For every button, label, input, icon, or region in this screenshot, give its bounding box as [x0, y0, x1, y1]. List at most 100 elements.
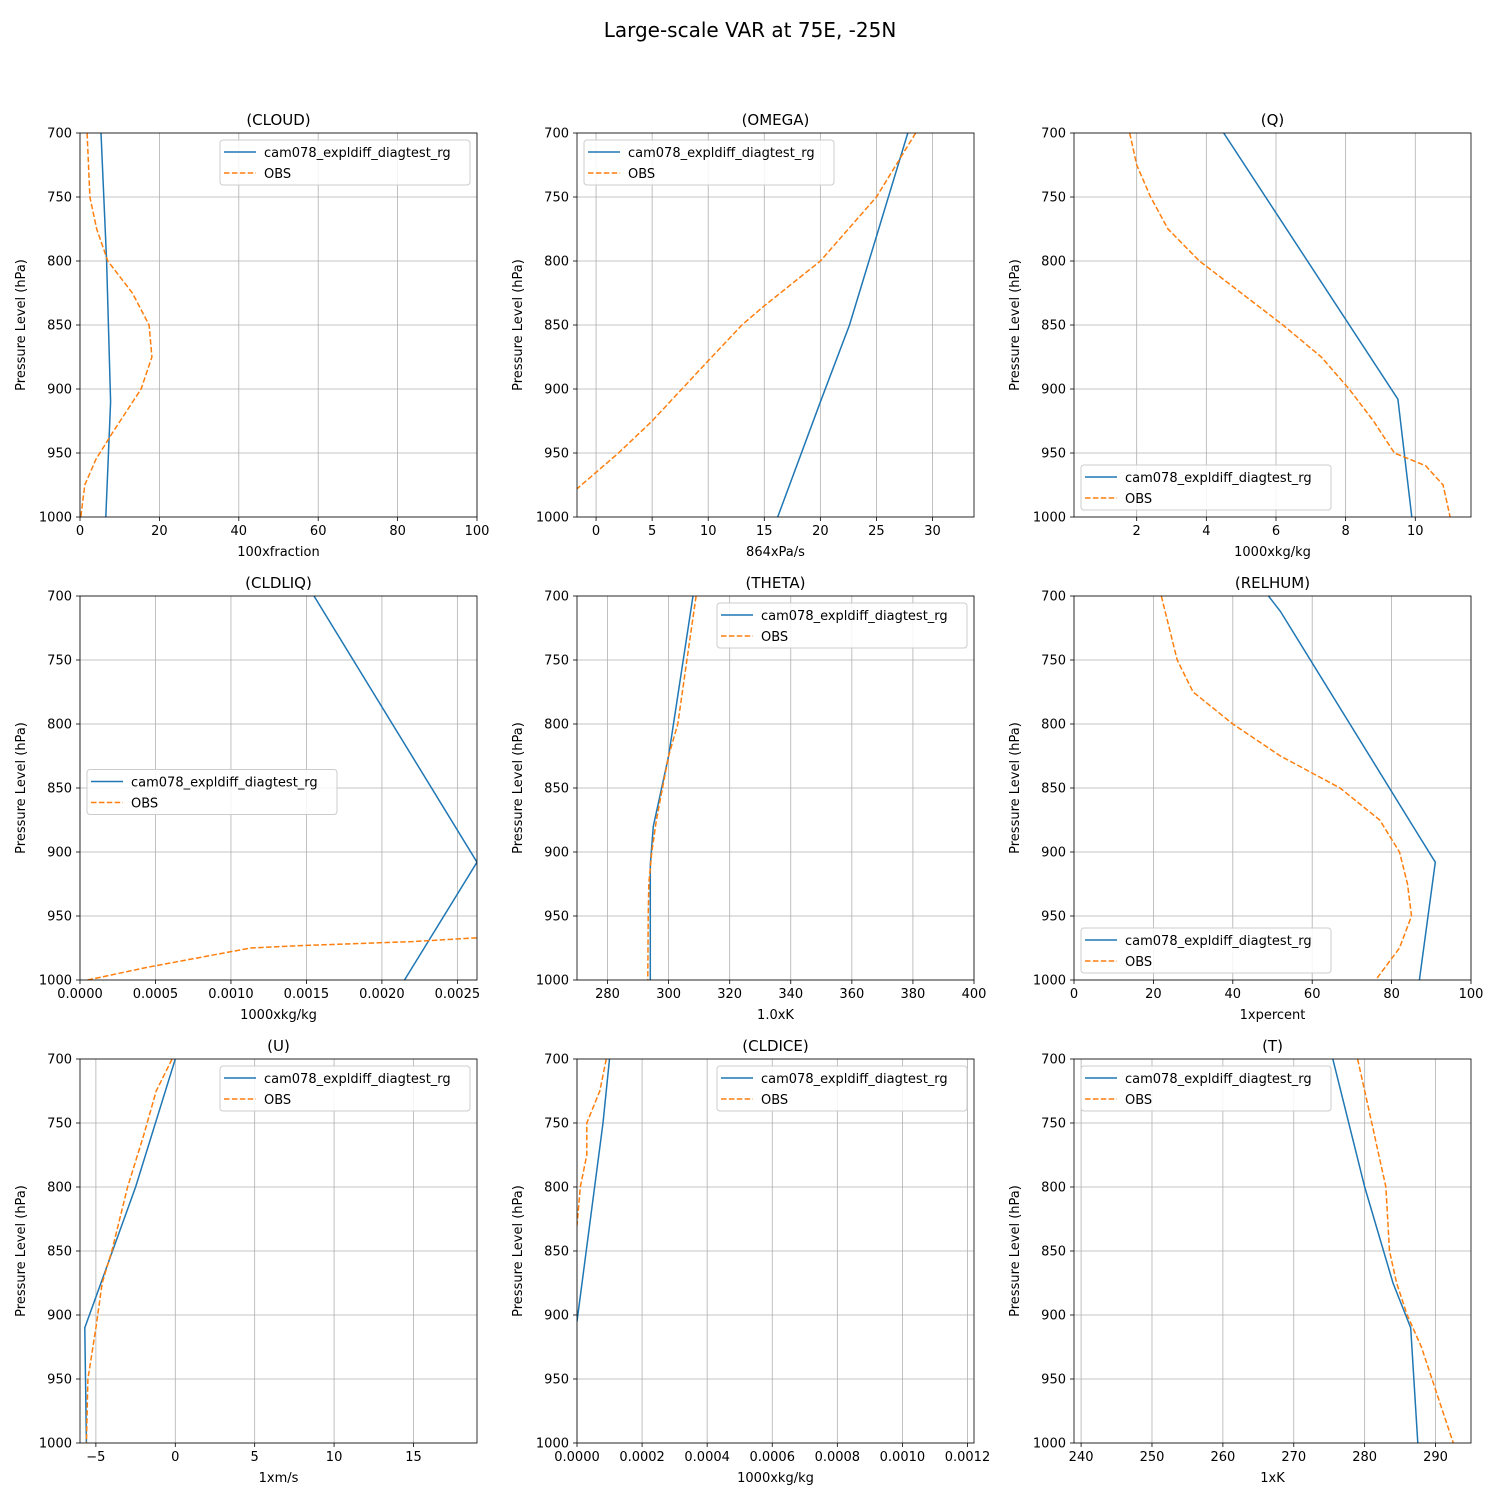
y-tick-label: 950 — [1041, 447, 1066, 462]
y-tick-label: 800 — [1041, 1181, 1066, 1196]
x-tick-label: 8 — [1341, 524, 1349, 539]
legend: cam078_expldiff_diagtest_rg OBS — [86, 769, 338, 815]
obs-series-line — [577, 1059, 608, 1226]
x-tick-label: 60 — [310, 524, 327, 539]
legend-box — [583, 139, 835, 186]
y-tick-label: 850 — [47, 782, 72, 797]
x-tick-label: 100 — [465, 524, 490, 539]
obs-series-line — [1128, 133, 1451, 517]
y-tick-label: 750 — [544, 654, 569, 669]
x-axis-label: 1000xkg/kg — [737, 1471, 814, 1486]
subplot-title: (CLDICE) — [742, 1037, 808, 1055]
y-tick-label: 900 — [47, 846, 72, 861]
x-tick-label: 5 — [648, 524, 656, 539]
y-tick-label: 750 — [47, 654, 72, 669]
legend-label: cam078_expldiff_diagtest_rg — [131, 776, 318, 791]
y-tick-label: 1000 — [1033, 1437, 1066, 1452]
y-tick-label: 750 — [47, 1117, 72, 1132]
y-tick-label: 1000 — [536, 1437, 569, 1452]
y-tick-label: 1000 — [39, 974, 72, 989]
y-tick-label: 1000 — [536, 974, 569, 989]
subplot: −5 0 5 10 15 700 750 800 850 900 950 1000 (U) 1xm/s Pr… — [14, 1037, 478, 1486]
y-tick-label: 700 — [1041, 590, 1066, 605]
x-tick-label: 0.0025 — [435, 987, 481, 1002]
legend-box — [219, 1065, 471, 1112]
y-tick-label: 800 — [544, 718, 569, 733]
y-tick-label: 950 — [47, 1373, 72, 1388]
y-axis-label: Pressure Level (hPa) — [511, 722, 526, 854]
x-tick-label: 300 — [656, 987, 681, 1002]
y-tick-label: 950 — [544, 910, 569, 925]
x-tick-label: 280 — [595, 987, 620, 1002]
x-tick-label: 240 — [1069, 1450, 1094, 1465]
subplot-title: (THETA) — [746, 574, 806, 592]
legend-label: OBS — [761, 630, 788, 645]
x-tick-label: 0.0000 — [554, 1450, 600, 1465]
legend: cam078_expldiff_diagtest_rg OBS — [716, 1065, 968, 1112]
legend-label: OBS — [131, 797, 158, 812]
y-tick-label: 950 — [1041, 1373, 1066, 1388]
model-series-line — [649, 596, 694, 980]
y-tick-label: 1000 — [39, 1437, 72, 1452]
y-tick-label: 800 — [544, 1181, 569, 1196]
x-tick-label: −5 — [86, 1450, 105, 1465]
y-tick-label: 900 — [47, 383, 72, 398]
x-tick-label: 250 — [1140, 1450, 1165, 1465]
x-axis-label: 1000xkg/kg — [240, 1008, 317, 1023]
y-tick-label: 900 — [544, 846, 569, 861]
obs-series-line — [1356, 1059, 1455, 1443]
x-tick-label: 10 — [1407, 524, 1424, 539]
y-tick-label: 750 — [544, 1117, 569, 1132]
y-tick-label: 700 — [47, 127, 72, 142]
x-tick-label: 25 — [868, 524, 885, 539]
legend-label: cam078_expldiff_diagtest_rg — [761, 1072, 948, 1087]
x-tick-label: 260 — [1210, 1450, 1235, 1465]
x-tick-label: 20 — [151, 524, 168, 539]
legend-box — [716, 602, 968, 649]
subplot-title: (T) — [1262, 1037, 1283, 1055]
y-tick-label: 750 — [47, 191, 72, 206]
x-tick-label: 0.0005 — [133, 987, 179, 1002]
y-tick-label: 850 — [544, 1245, 569, 1260]
x-axis-label: 100xfraction — [237, 545, 319, 560]
model-series-line — [100, 133, 112, 517]
x-tick-label: 0.0010 — [880, 1450, 926, 1465]
y-tick-label: 700 — [544, 127, 569, 142]
legend-box — [1080, 464, 1332, 511]
subplot: 0.0000 0.0002 0.0004 0.0006 0.0008 0.0010 0.00… — [511, 1037, 990, 1486]
y-axis-label: Pressure Level (hPa) — [14, 259, 29, 391]
model-series-line — [1223, 133, 1413, 517]
x-tick-label: 0 — [1070, 987, 1078, 1002]
x-tick-label: 0 — [171, 1450, 179, 1465]
subplot-title: (RELHUM) — [1235, 574, 1310, 592]
legend-box — [219, 139, 471, 186]
x-tick-label: 0.0000 — [57, 987, 103, 1002]
y-tick-label: 900 — [544, 1309, 569, 1324]
subplot-title: (CLOUD) — [246, 111, 310, 129]
legend-label: OBS — [1125, 955, 1152, 970]
y-axis-label: Pressure Level (hPa) — [14, 1185, 29, 1317]
y-axis-label: Pressure Level (hPa) — [511, 1185, 526, 1317]
x-tick-label: 290 — [1423, 1450, 1448, 1465]
x-axis-label: 1.0xK — [757, 1008, 794, 1023]
y-tick-label: 950 — [47, 447, 72, 462]
legend: cam078_expldiff_diagtest_rg OBS — [1080, 927, 1332, 974]
legend: cam078_expldiff_diagtest_rg OBS — [583, 139, 835, 186]
y-axis-label: Pressure Level (hPa) — [1008, 1185, 1023, 1317]
x-axis-label: 864xPa/s — [746, 545, 805, 560]
y-tick-label: 1000 — [1033, 511, 1066, 526]
legend-label: OBS — [264, 167, 291, 182]
model-series-line — [1267, 596, 1437, 980]
x-tick-label: 0 — [76, 524, 84, 539]
subplot: 280 300 320 340 360 380 400 700 750 800 850 900 950 1… — [511, 574, 986, 1023]
x-tick-label: 5 — [251, 1450, 259, 1465]
subplot: 0 20 40 60 80 100 700 750 800 850 900 950 1000 (CLOUD… — [14, 111, 489, 560]
y-tick-label: 1000 — [1033, 974, 1066, 989]
y-tick-label: 850 — [1041, 782, 1066, 797]
y-tick-label: 800 — [544, 255, 569, 270]
legend-box — [1080, 1065, 1332, 1112]
legend-label: OBS — [264, 1093, 291, 1108]
y-tick-label: 850 — [47, 1245, 72, 1260]
subplot-grid: 0 20 40 60 80 1007007508008509009501000(CLOUD… — [14, 111, 1483, 1486]
